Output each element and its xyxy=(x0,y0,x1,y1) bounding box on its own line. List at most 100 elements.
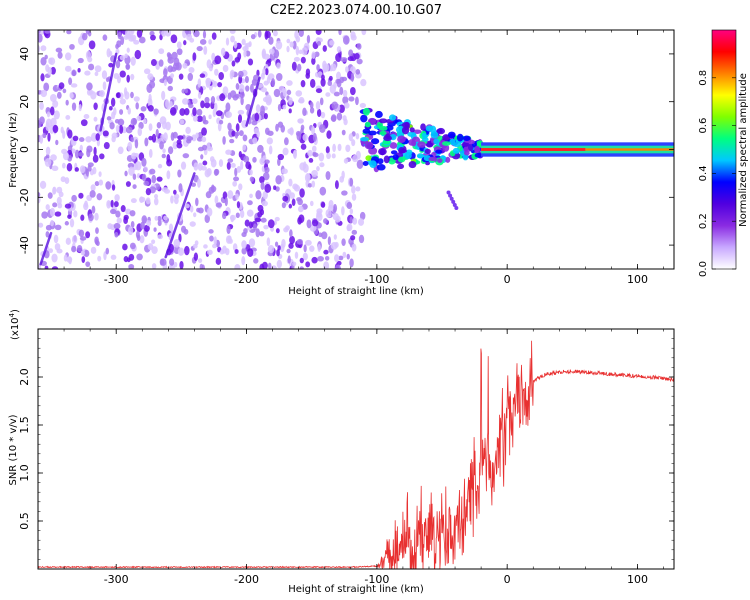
spectrogram-transition-cell xyxy=(407,131,416,137)
colorbar-ticks: 0.0 0.2 0.4 0.6 0.8 xyxy=(698,70,736,277)
spectrogram-transition-cell xyxy=(369,160,377,169)
spectrogram-noise-cell xyxy=(87,56,93,63)
spectrogram-noise-cell xyxy=(163,68,168,77)
spectrogram-noise-cell xyxy=(282,195,289,202)
spectrogram-noise-cell xyxy=(64,221,69,226)
spectrogram-noise-cell xyxy=(288,108,292,114)
spectrogram-noise-cell xyxy=(126,257,131,263)
spectrogram-noise-cell xyxy=(229,138,235,144)
spectrogram-noise-cell xyxy=(158,59,164,67)
spectrogram-noise-cell xyxy=(92,154,99,163)
spectrogram-noise-cell xyxy=(234,132,239,139)
spectrogram-noise-cell xyxy=(102,34,108,41)
spectrogram-noise-cell xyxy=(359,102,367,109)
spectrogram-noise-cell xyxy=(94,71,99,77)
spectrogram-noise-cell xyxy=(78,137,85,142)
spectrogram-noise-cell xyxy=(192,98,198,105)
spectrogram-noise-cell xyxy=(309,200,314,207)
spectrogram-noise-cell xyxy=(124,53,128,59)
spectrogram-noise-cell xyxy=(155,128,159,138)
spectrogram-noise-cell xyxy=(133,39,140,45)
spectrogram-noise-cell xyxy=(228,238,233,244)
spectrogram-noise-cell xyxy=(247,248,254,257)
spectrogram-noise-cell xyxy=(47,192,53,199)
spectrogram-noise-cell xyxy=(55,139,59,146)
spectrogram-noise-cell xyxy=(108,105,113,111)
spectrogram-noise-cell xyxy=(287,255,291,264)
snr-y-scale-base: (x10 xyxy=(10,317,21,340)
spectrogram-noise-cell xyxy=(46,111,51,118)
spectrogram-noise-cell xyxy=(268,48,275,55)
spectrogram-noise-cell xyxy=(136,115,142,121)
spectrogram-noise-cell xyxy=(341,206,345,216)
spectrogram-noise-cell xyxy=(351,229,358,235)
spectrogram-noise-cell xyxy=(317,255,324,262)
x-tick-label: 0 xyxy=(504,573,511,586)
spectrogram-noise-cell xyxy=(261,261,268,269)
spectrogram-noise-cell xyxy=(115,48,120,54)
spectrogram-noise-cell xyxy=(97,255,102,262)
spectrogram-noise-cell xyxy=(218,71,224,81)
spectrogram-noise-cell xyxy=(241,38,246,46)
spectrogram-noise-cell xyxy=(302,133,308,142)
y-tick-label: 1.5 xyxy=(18,416,31,434)
spectrogram-blip xyxy=(449,196,454,201)
spectrogram-noise-cell xyxy=(176,142,183,149)
spectrogram-noise-cell xyxy=(247,58,254,66)
spectrogram-noise-cell xyxy=(263,80,269,86)
spectrogram-noise-cell xyxy=(342,96,349,104)
spectrogram-noise-cell xyxy=(339,176,345,183)
spectrogram-noise-cell xyxy=(255,228,260,238)
spectrogram-noise-cell xyxy=(128,35,135,42)
spectrogram-noise-cell xyxy=(234,249,239,255)
spectrogram-blip xyxy=(448,193,453,198)
spectrogram-noise-cell xyxy=(350,235,356,241)
spectrogram-noise-cell xyxy=(185,126,191,135)
spectrogram-noise-cell xyxy=(266,137,273,145)
colorbar-tick-label: 0.8 xyxy=(698,70,709,86)
spectrogram-noise-cell xyxy=(296,238,303,245)
spectrogram-noise-cell xyxy=(119,98,126,105)
spectrogram-transition-cell xyxy=(441,141,451,146)
spectrogram-noise-cell xyxy=(215,202,223,208)
spectrogram-noise-cell xyxy=(222,212,227,220)
spectrogram-noise-cell xyxy=(74,167,79,172)
spectrogram-noise-cell xyxy=(173,189,177,195)
spectrogram-noise-cell xyxy=(350,72,355,82)
spectrogram-noise-cell xyxy=(343,158,349,164)
spectrogram-noise-cell xyxy=(249,193,253,199)
spectrogram-noise-cell xyxy=(336,112,343,121)
spectrogram-noise-cell xyxy=(207,249,213,255)
spectrogram-noise-cell xyxy=(159,116,167,125)
spectrogram-noise-cell xyxy=(68,256,72,265)
colorbar-tick-label: 0.4 xyxy=(698,165,709,181)
spectrogram-noise-cell xyxy=(102,81,107,91)
spectrogram-noise-cell xyxy=(211,52,216,62)
snr-x-ticks: -300 -200 -100 0 100 xyxy=(37,329,664,586)
spectrogram-noise-cell xyxy=(243,228,248,235)
colorbar: 0.0 0.2 0.4 0.6 0.8 Normalized spectral ampl… xyxy=(698,29,749,277)
spectrogram-blip xyxy=(454,206,459,211)
spectrogram-noise-cell xyxy=(143,68,151,75)
spectrogram-noise-cell xyxy=(193,162,199,171)
spectrogram-noise-cell xyxy=(71,194,77,202)
spectrogram-noise-cell xyxy=(164,30,172,37)
spectrogram-noise-cell xyxy=(309,101,314,109)
spectrogram-noise-cell xyxy=(56,248,63,254)
spectrogram-noise-cell xyxy=(126,74,130,83)
spectrogram-noise-cell xyxy=(334,264,341,269)
spectrogram-noise-cell xyxy=(130,221,135,228)
spectrogram-noise-cell xyxy=(309,245,315,252)
spectrogram-noise-cell xyxy=(289,229,293,238)
spectrogram-noise-cell xyxy=(163,79,167,87)
y-tick-label: 0 xyxy=(18,146,31,153)
spectrogram-noise-cell xyxy=(96,193,103,201)
spectrogram-noise-cell xyxy=(151,263,157,269)
spectrogram-noise-cell xyxy=(277,158,281,166)
spectrogram-noise-cell xyxy=(119,109,124,115)
spectrogram-noise-cell xyxy=(150,58,157,67)
spectrogram-noise-cell xyxy=(316,64,320,72)
spectrogram-noise-cell xyxy=(38,196,41,204)
spectrogram-noise-cell xyxy=(335,215,341,223)
spectrogram-noise-cell xyxy=(262,190,268,200)
